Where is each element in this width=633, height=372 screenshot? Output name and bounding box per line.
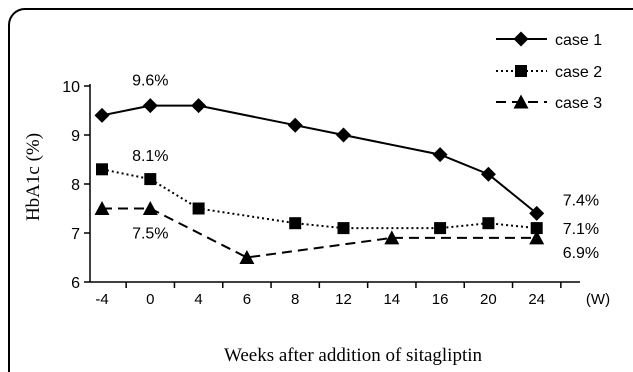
y-tick-label: 6 <box>71 275 80 292</box>
data-point-diamond <box>529 205 545 221</box>
data-point-triangle <box>142 201 158 215</box>
x-tick-label: 6 <box>243 291 251 308</box>
data-point-diamond <box>142 98 158 114</box>
legend-marker-square <box>515 65 527 77</box>
legend: case 1 case 2 case 3 <box>496 31 602 112</box>
x-tick-label: 20 <box>480 291 497 308</box>
legend-item: case 1 <box>496 31 602 49</box>
x-tick-label: 12 <box>335 291 352 308</box>
x-tick-label: 8 <box>291 291 299 308</box>
y-tick-label: 7 <box>71 226 80 243</box>
data-point-triangle <box>384 230 400 245</box>
legend-item: case 3 <box>496 94 602 112</box>
series-line <box>102 207 537 259</box>
data-point-diamond <box>480 166 496 182</box>
legend-label: case 1 <box>555 32 602 49</box>
legend-item: case 2 <box>496 64 602 81</box>
data-point-square <box>289 217 302 230</box>
data-label: 6.9% <box>563 245 599 262</box>
legend-label: case 2 <box>555 64 602 81</box>
legend-marker-diamond <box>513 31 529 47</box>
chart-border <box>8 8 633 372</box>
series-layer <box>94 98 545 264</box>
data-label: 7.5% <box>132 226 168 243</box>
data-point-diamond <box>94 107 110 123</box>
x-tick-label: 4 <box>194 291 202 308</box>
y-tick-label: 8 <box>71 177 80 194</box>
data-point-diamond <box>336 127 351 143</box>
x-axis-unit: (W) <box>586 291 610 308</box>
data-label: 7.4% <box>563 192 599 209</box>
y-tick-label: 9 <box>71 128 80 145</box>
series-line <box>101 168 537 230</box>
y-axis-label: HbA1c (%) <box>23 133 44 221</box>
series-case-1 <box>94 98 545 221</box>
data-point-triangle <box>94 201 110 215</box>
series-case-3 <box>94 201 545 264</box>
legend-marker-triangle <box>513 94 529 109</box>
series-line <box>101 104 538 215</box>
data-point-triangle <box>239 250 255 264</box>
y-tick-label: 10 <box>62 79 80 96</box>
x-tick-label: 14 <box>383 291 400 308</box>
data-point-square <box>337 222 350 235</box>
data-point-square <box>192 202 205 215</box>
series-case-2 <box>96 163 543 235</box>
data-label: 7.1% <box>563 221 599 238</box>
data-label: 8.1% <box>132 148 168 165</box>
x-tick-label: 0 <box>146 291 154 308</box>
legend-label: case 3 <box>555 95 602 112</box>
data-point-diamond <box>287 117 303 133</box>
data-point-square <box>482 217 495 230</box>
chart-axes: 6 7 8 9 10 -4 0 4 6 8 12 14 16 20 24 <box>62 79 580 308</box>
data-point-square <box>144 173 157 186</box>
annotation-layer: 9.6% 8.1% 7.5% 7.4% 7.1% 6.9% <box>132 73 599 262</box>
data-point-diamond <box>191 98 207 114</box>
data-label: 9.6% <box>132 73 168 90</box>
x-tick-label: 24 <box>528 291 545 308</box>
data-point-triangle <box>529 230 545 245</box>
data-point-diamond <box>432 147 448 163</box>
x-axis-label: Weeks after addition of sitagliptin <box>224 345 483 366</box>
data-point-square <box>96 163 108 176</box>
data-point-square <box>434 222 447 235</box>
data-point-square <box>530 222 543 235</box>
x-tick-label: -4 <box>95 291 108 308</box>
x-tick-label: 16 <box>432 291 449 308</box>
